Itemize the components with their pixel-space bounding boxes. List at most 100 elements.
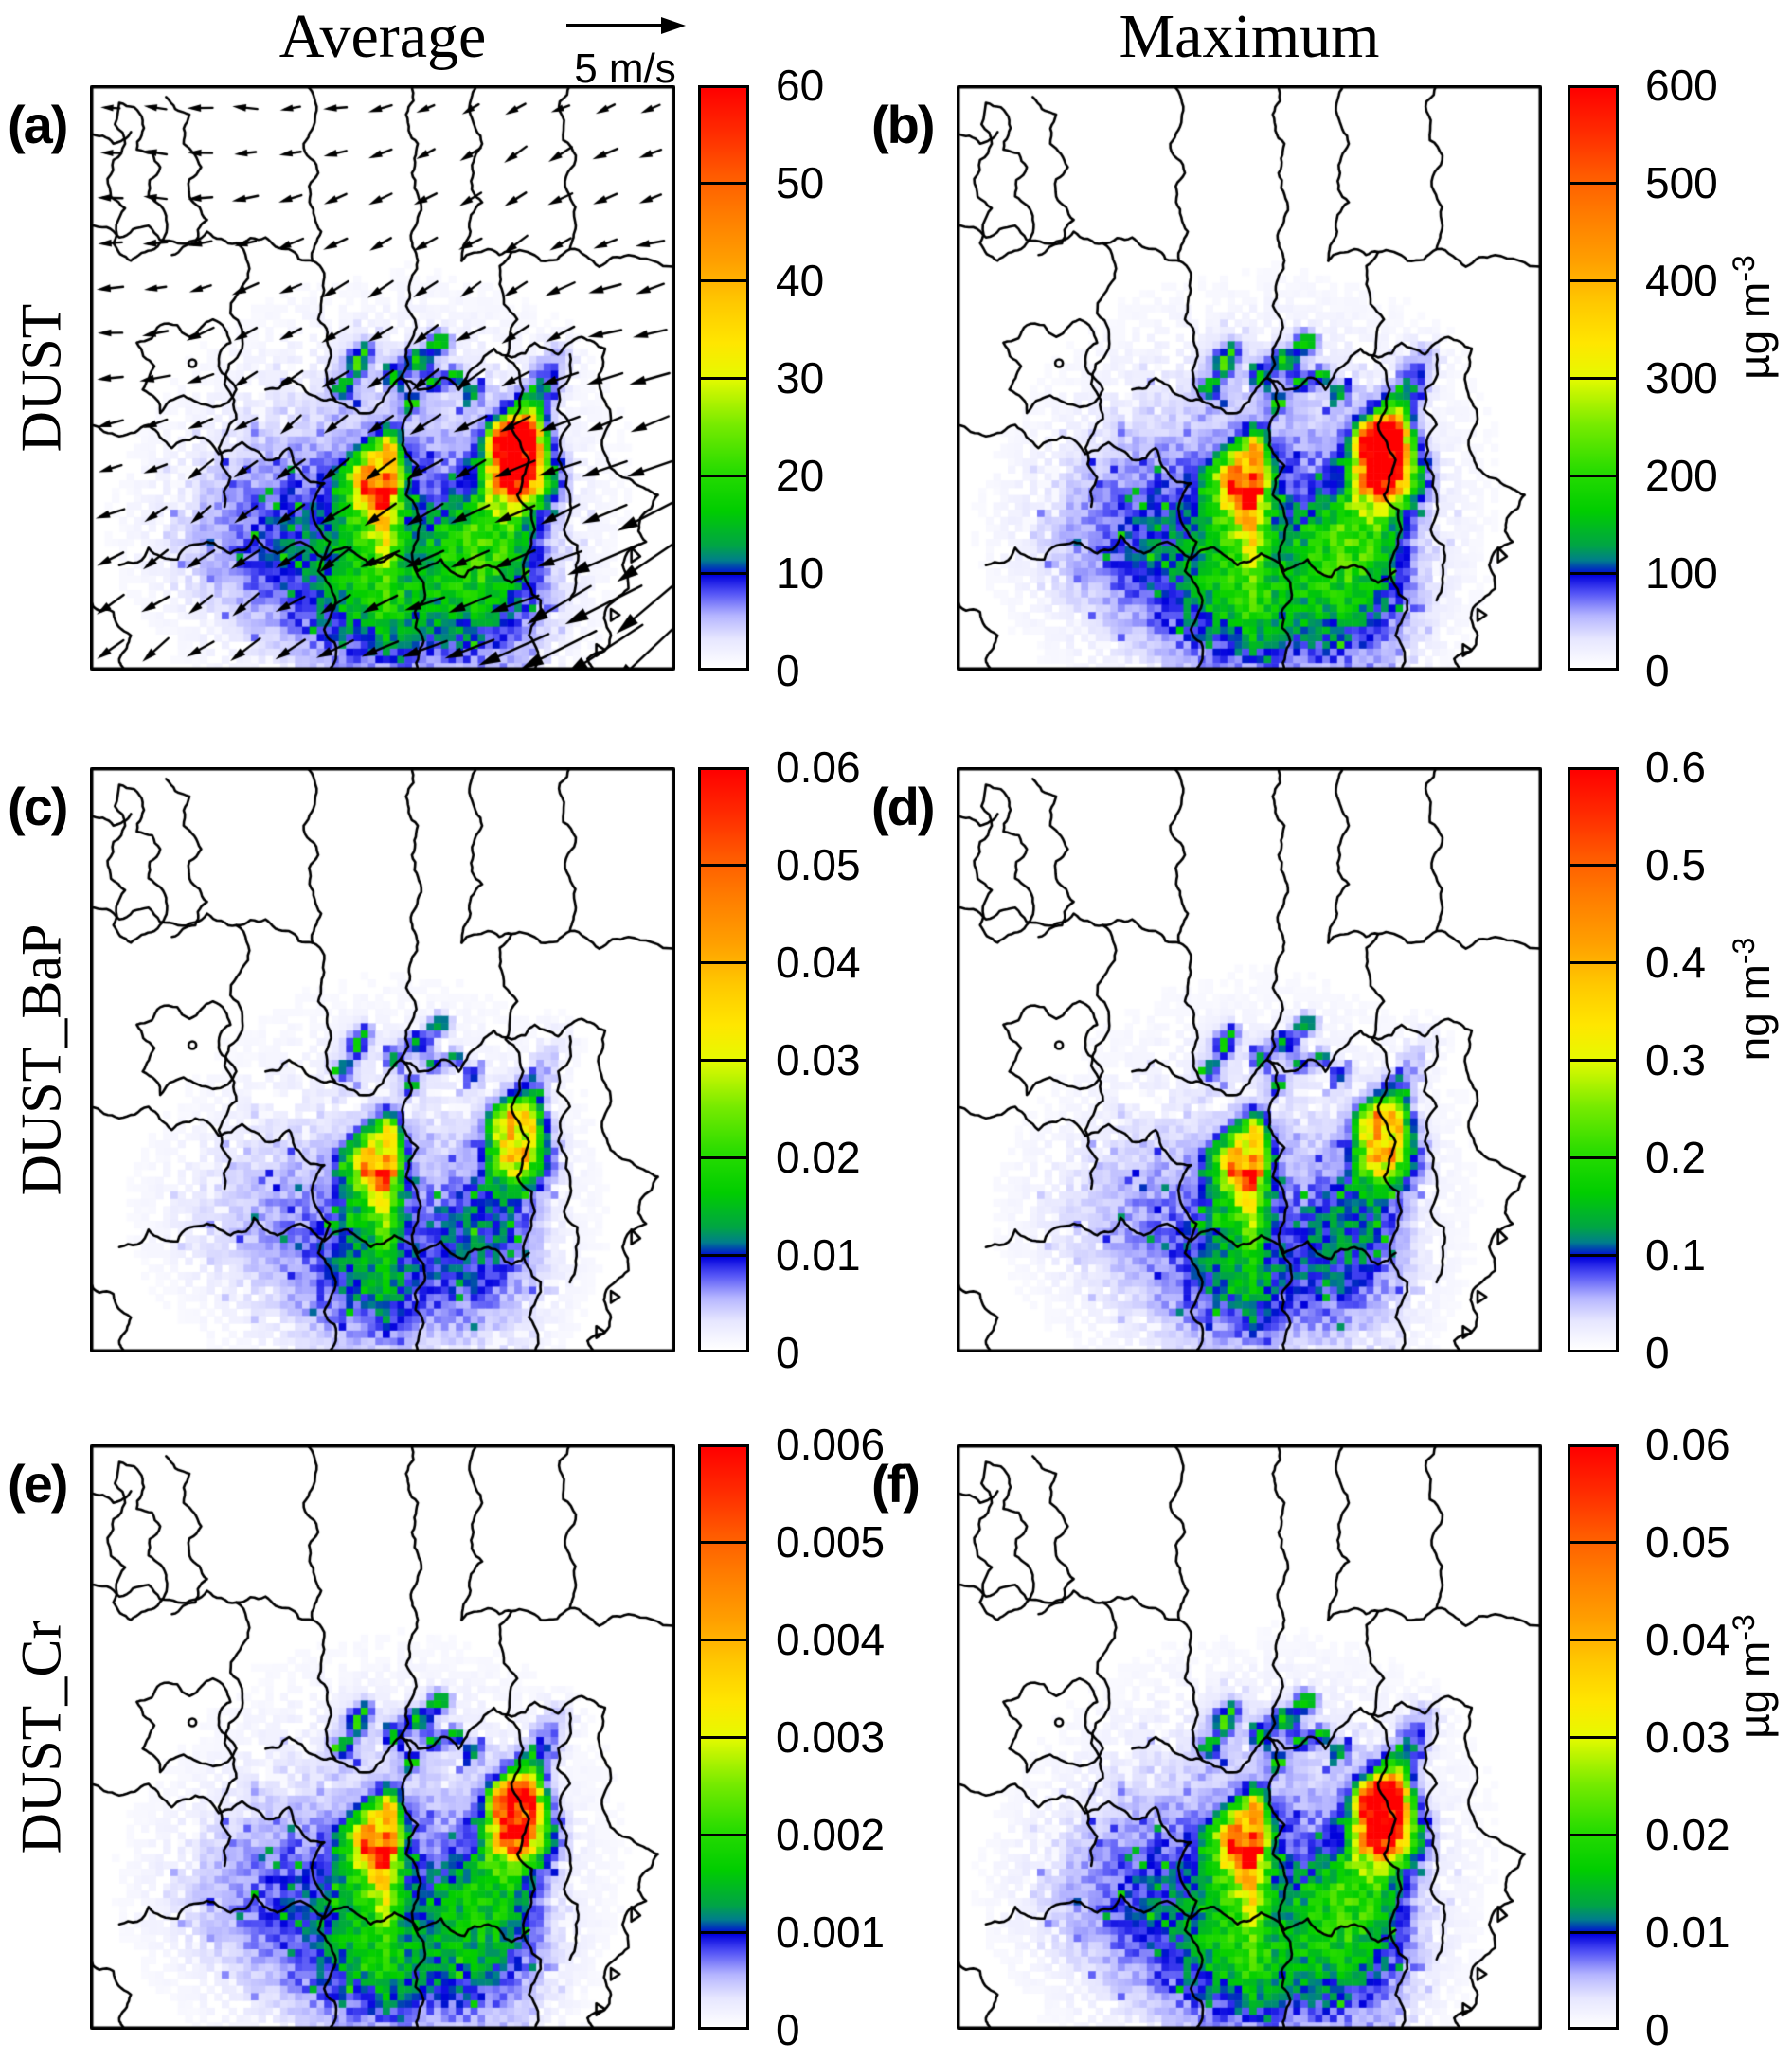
colorbar-tick-label: 0.005 — [776, 1517, 886, 1567]
unit-exp-d: -3 — [1726, 937, 1761, 965]
colorbar-tick-label: 0.003 — [776, 1712, 886, 1762]
unit-base-b: µg m — [1729, 281, 1780, 380]
map-f — [957, 1444, 1542, 2030]
panel-letter-c: (c) — [8, 777, 68, 836]
colorbar-tick-label: 50 — [776, 158, 825, 207]
colorbar-tick-line — [701, 1833, 746, 1836]
colorbar-tick-line — [1570, 376, 1616, 380]
colorbar-tick-label: 0.1 — [1645, 1230, 1706, 1280]
colorbar-tick-line — [701, 181, 746, 185]
colorbar-tick-line — [701, 571, 746, 575]
colorbar-tick-line — [701, 1930, 746, 1934]
colorbar-tick-line — [1570, 278, 1616, 282]
colorbar-tick-line — [1570, 960, 1616, 964]
colorbar-tick-line — [701, 960, 746, 964]
colorbar-tick-line — [701, 1155, 746, 1159]
colorbar-tick-label: 0.6 — [1645, 743, 1706, 792]
colorbar-tick-label: 100 — [1645, 548, 1718, 598]
colorbar-ticks-e: 0.006 0.005 0.004 0.003 0.002 0.001 0 — [762, 1422, 923, 2052]
colorbar-tick-label: 500 — [1645, 158, 1718, 207]
column-title-maximum: Maximum — [1119, 2, 1380, 71]
colorbar-tick-label: 300 — [1645, 353, 1718, 403]
colorbar-tick-label: 0.3 — [1645, 1035, 1706, 1084]
colorbar-tick-label: 0 — [1645, 646, 1670, 695]
colorbar-tick-label: 60 — [776, 61, 825, 110]
colorbar-tick-line — [1570, 1930, 1616, 1934]
unit-label-b: µg m-3 — [1727, 255, 1780, 380]
map-d — [957, 767, 1542, 1352]
colorbar-a — [698, 85, 749, 671]
colorbar-tick-label: 0.04 — [1645, 1615, 1730, 1664]
colorbar-e — [698, 1444, 749, 2030]
colorbar-ticks-b: 600 500 400 300 200 100 0 — [1632, 63, 1792, 693]
colorbar-tick-line — [1570, 1253, 1616, 1257]
unit-base-f: µg m — [1729, 1640, 1780, 1739]
colorbar-tick-line — [1570, 863, 1616, 867]
colorbar-tick-label: 0.06 — [1645, 1420, 1730, 1469]
panel-letter-e: (e) — [8, 1454, 68, 1514]
colorbar-tick-line — [1570, 181, 1616, 185]
colorbar-tick-label: 10 — [776, 548, 825, 598]
colorbar-ticks-c: 0.06 0.05 0.04 0.03 0.02 0.01 0 — [762, 744, 923, 1375]
colorbar-tick-label: 0 — [776, 2005, 800, 2054]
colorbar-tick-line — [701, 1540, 746, 1544]
unit-label-d: ng m-3 — [1727, 938, 1780, 1062]
colorbar-tick-label: 0.002 — [776, 1810, 886, 1859]
colorbar-tick-label: 0 — [1645, 1328, 1670, 1377]
row-label-dust: DUST — [9, 303, 73, 453]
colorbar-tick-label: 0 — [776, 1328, 800, 1377]
unit-base-d: ng m — [1729, 964, 1780, 1062]
colorbar-tick-label: 0.01 — [1645, 1908, 1730, 1957]
colorbar-tick-label: 200 — [1645, 451, 1718, 500]
colorbar-tick-label: 0.4 — [1645, 938, 1706, 987]
colorbar-tick-label: 0.004 — [776, 1615, 886, 1664]
colorbar-tick-line — [701, 278, 746, 282]
colorbar-tick-label: 0.5 — [1645, 840, 1706, 889]
colorbar-tick-label: 0.05 — [776, 840, 861, 889]
colorbar-tick-line — [1570, 1058, 1616, 1062]
colorbar-d — [1568, 767, 1619, 1352]
colorbar-tick-line — [1570, 571, 1616, 575]
colorbar-tick-line — [1570, 1638, 1616, 1641]
wind-scale-arrow — [566, 17, 686, 34]
colorbar-tick-label: 40 — [776, 256, 825, 305]
colorbar-tick-line — [701, 376, 746, 380]
map-c — [90, 767, 675, 1352]
colorbar-tick-line — [701, 1253, 746, 1257]
unit-exp-b: -3 — [1726, 255, 1761, 282]
panel-letter-b: (b) — [871, 95, 936, 154]
colorbar-tick-line — [1570, 1735, 1616, 1739]
colorbar-ticks-f: 0.06 0.05 0.04 0.03 0.02 0.01 0 — [1632, 1422, 1792, 2052]
colorbar-tick-label: 0.03 — [776, 1035, 861, 1084]
map-e — [90, 1444, 675, 2030]
colorbar-tick-label: 600 — [1645, 61, 1718, 110]
colorbar-b — [1568, 85, 1619, 671]
colorbar-tick-label: 0.01 — [776, 1230, 861, 1280]
colorbar-ticks-d: 0.6 0.5 0.4 0.3 0.2 0.1 0 — [1632, 744, 1792, 1375]
colorbar-tick-label: 0.02 — [1645, 1810, 1730, 1859]
colorbar-tick-line — [1570, 1155, 1616, 1159]
row-label-dust-bap: DUST_BaP — [9, 923, 73, 1196]
panel-letter-d: (d) — [871, 777, 936, 836]
colorbar-tick-label: 400 — [1645, 256, 1718, 305]
colorbar-tick-line — [1570, 474, 1616, 477]
colorbar-tick-line — [701, 863, 746, 867]
colorbar-tick-line — [701, 474, 746, 477]
colorbar-tick-label: 20 — [776, 451, 825, 500]
colorbar-tick-line — [1570, 1833, 1616, 1836]
colorbar-tick-line — [1570, 1540, 1616, 1544]
column-title-average: Average — [278, 2, 487, 71]
colorbar-tick-label: 0.06 — [776, 743, 861, 792]
colorbar-tick-line — [701, 1638, 746, 1641]
panel-letter-f: (f) — [871, 1454, 921, 1514]
colorbar-tick-label: 0 — [1645, 2005, 1670, 2054]
wind-scale-label: 5 m/s — [574, 45, 676, 92]
colorbar-tick-label: 0.001 — [776, 1908, 886, 1957]
colorbar-ticks-a: 60 50 40 30 20 10 0 — [762, 63, 923, 693]
colorbar-tick-line — [701, 1058, 746, 1062]
panel-letter-a: (a) — [8, 95, 68, 154]
colorbar-tick-label: 0.006 — [776, 1420, 886, 1469]
colorbar-tick-label: 0.2 — [1645, 1133, 1706, 1182]
colorbar-tick-label: 0.03 — [1645, 1712, 1730, 1762]
